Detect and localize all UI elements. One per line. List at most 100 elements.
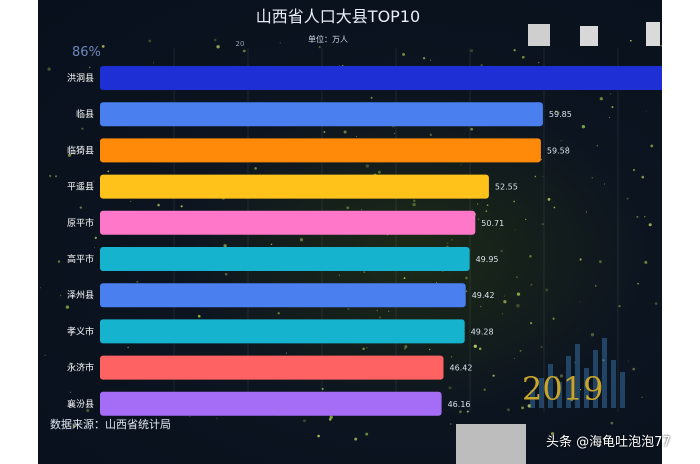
light-dot xyxy=(641,396,643,399)
light-dot xyxy=(550,432,555,436)
light-dot xyxy=(412,202,416,207)
light-dot xyxy=(67,153,72,157)
bar xyxy=(100,319,465,344)
light-dot xyxy=(429,133,433,137)
light-dot xyxy=(451,356,453,358)
decoration-bar xyxy=(530,390,535,408)
light-dot xyxy=(157,203,160,207)
light-dot xyxy=(197,314,201,318)
light-dot xyxy=(86,408,90,413)
light-dot xyxy=(277,311,280,315)
light-dot xyxy=(527,404,531,408)
light-dot xyxy=(629,39,632,42)
light-dot xyxy=(450,423,452,425)
light-dot xyxy=(486,204,489,206)
light-dot xyxy=(404,345,408,349)
light-dot xyxy=(94,236,97,240)
blurred-area-top xyxy=(528,24,550,46)
watermark: 头条 @海龟吐泡泡77 xyxy=(546,435,671,450)
light-dot xyxy=(530,283,533,286)
light-dot xyxy=(303,419,306,423)
light-dot xyxy=(361,209,363,211)
light-dot xyxy=(480,64,483,67)
light-dot xyxy=(574,362,575,364)
light-dot xyxy=(451,239,453,241)
light-dot xyxy=(224,272,228,276)
light-dot xyxy=(610,421,614,425)
decoration-bar xyxy=(539,378,544,408)
value-label: 49.42 xyxy=(472,291,495,300)
light-dot xyxy=(521,406,525,410)
value-label: 59.85 xyxy=(549,110,572,119)
light-dot xyxy=(485,210,488,213)
category-label: 临县 xyxy=(76,108,94,120)
light-dot xyxy=(555,376,558,379)
source-label: 数据来源：山西省统计局 xyxy=(50,417,171,431)
light-dot xyxy=(342,64,344,67)
light-dot xyxy=(585,211,587,213)
light-dot xyxy=(94,247,95,249)
decoration-bar xyxy=(584,368,589,408)
light-dot xyxy=(526,390,528,392)
light-dot xyxy=(513,200,516,203)
light-dot xyxy=(545,288,549,292)
light-dot xyxy=(446,242,449,244)
category-label: 平遥县 xyxy=(67,181,94,193)
category-label: 高平市 xyxy=(67,253,94,265)
light-dot xyxy=(477,218,480,220)
light-dot xyxy=(242,49,246,53)
light-dot xyxy=(480,305,482,308)
light-dot xyxy=(65,305,70,309)
light-dot xyxy=(88,66,91,69)
light-dot xyxy=(566,145,569,147)
light-dot xyxy=(591,177,594,179)
light-dot xyxy=(579,258,582,261)
value-label: 46.42 xyxy=(450,364,473,373)
light-dot xyxy=(362,347,365,351)
blurred-area-top xyxy=(646,22,660,46)
light-dot xyxy=(637,282,639,285)
light-dot xyxy=(599,260,602,264)
light-dot xyxy=(285,352,288,354)
light-dot xyxy=(470,49,474,53)
bars: 洪洞县76.48临县59.85临猗县59.58平遥县52.55原平市50.71高… xyxy=(67,66,662,416)
light-dot xyxy=(654,302,658,305)
bar xyxy=(100,283,466,308)
light-dot xyxy=(502,313,504,315)
light-dot xyxy=(644,260,648,264)
value-label: 49.28 xyxy=(471,327,494,336)
light-dot xyxy=(579,301,581,303)
light-dot xyxy=(581,125,586,129)
light-dot xyxy=(610,93,612,95)
light-dot xyxy=(394,132,396,135)
light-dot xyxy=(557,111,560,115)
light-dot xyxy=(599,97,603,101)
light-dot xyxy=(552,317,555,320)
light-dot xyxy=(513,357,515,359)
light-dot xyxy=(477,203,479,205)
light-dot xyxy=(47,67,51,71)
decoration-bar xyxy=(575,344,580,408)
light-dot xyxy=(254,167,257,170)
light-dot xyxy=(514,229,516,231)
light-dot xyxy=(213,38,217,42)
light-dot xyxy=(608,116,611,119)
value-label: 50.71 xyxy=(481,219,504,228)
bar-chart: 山西省人口大县TOP10 单位：万人 86% 20 洪洞县76.48临县59.8… xyxy=(50,7,662,431)
light-dot xyxy=(645,110,647,112)
light-dot xyxy=(189,415,191,418)
category-label: 襄汾县 xyxy=(67,398,94,410)
light-dot xyxy=(323,131,326,133)
category-label: 孝义市 xyxy=(67,325,94,337)
category-label: 临猗县 xyxy=(67,144,94,156)
decoration-bar xyxy=(557,382,562,408)
light-dot xyxy=(516,292,521,296)
light-dot xyxy=(519,350,522,352)
light-dot xyxy=(127,346,129,349)
light-dot xyxy=(101,45,105,48)
light-dot xyxy=(492,374,495,377)
light-dot xyxy=(516,276,518,279)
light-dot xyxy=(553,206,556,209)
light-dot xyxy=(429,348,431,351)
bar xyxy=(100,66,662,90)
